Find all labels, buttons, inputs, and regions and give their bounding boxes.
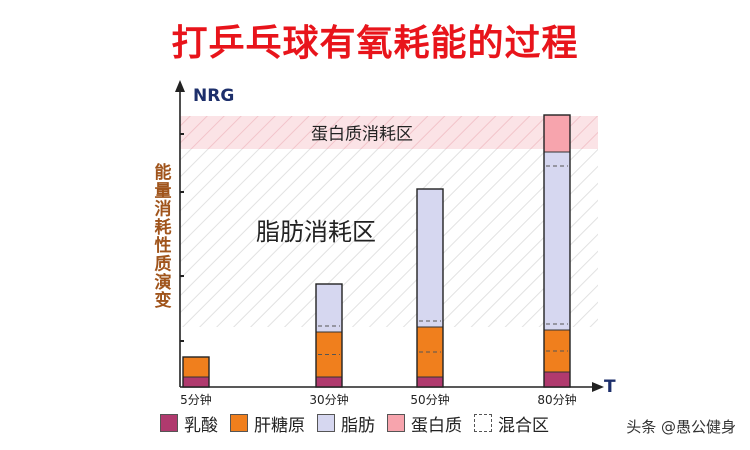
legend-label: 乳酸 — [184, 415, 218, 436]
chart-title: 打乒乓球有氧耗能的过程 — [171, 23, 579, 64]
fat-zone-label: 脂肪消耗区 — [256, 218, 376, 246]
legend-item: 脂肪 — [317, 411, 375, 436]
bar-outline — [543, 114, 571, 388]
legend-item: 混合区 — [474, 411, 549, 436]
legend-swatch — [474, 414, 492, 432]
x-tick-label: 5分钟 — [180, 392, 212, 407]
side-label-char: 量 — [155, 180, 172, 201]
x-axis-label: T — [604, 377, 616, 397]
bar-segment-乳酸 — [315, 376, 343, 388]
x-tick-label: 30分钟 — [309, 392, 348, 407]
legend-swatch — [230, 414, 248, 432]
x-tick-label: 80分钟 — [537, 392, 576, 407]
protein-zone-label: 蛋白质消耗区 — [311, 125, 413, 145]
legend-item: 乳酸 — [160, 411, 218, 436]
legend-item: 蛋白质 — [387, 411, 462, 436]
side-label-char: 能 — [155, 162, 172, 183]
side-label-char: 质 — [155, 255, 172, 275]
y-axis-arrow — [175, 80, 185, 92]
x-axis-arrow — [592, 382, 604, 392]
legend-label: 蛋白质 — [411, 415, 462, 436]
side-label-char: 耗 — [155, 217, 172, 238]
bar-segment-肝糖原 — [182, 356, 210, 378]
bar-segment-脂肪 — [315, 283, 343, 333]
bar-outline — [182, 356, 210, 388]
x-tick-label: 50分钟 — [410, 392, 449, 407]
bar-segment-乳酸 — [182, 376, 210, 388]
bar-segment-脂肪 — [416, 188, 444, 328]
legend-label: 肝糖原 — [254, 415, 305, 436]
bar-segment-蛋白质 — [543, 114, 571, 153]
legend-swatch — [160, 414, 178, 432]
legend: 乳酸 肝糖原 脂肪 蛋白质 混合区 — [160, 411, 549, 436]
bar-segment-乳酸 — [543, 371, 571, 388]
bar-outline — [416, 188, 444, 388]
legend-label: 脂肪 — [341, 415, 375, 436]
legend-label: 混合区 — [498, 415, 549, 436]
y-axis-label: NRG — [193, 86, 234, 106]
bar-segment-乳酸 — [416, 376, 444, 388]
fat-zone — [180, 149, 598, 327]
bar-outline — [315, 283, 343, 388]
bar-segment-脂肪 — [543, 151, 571, 331]
side-label-char: 性 — [155, 235, 172, 256]
side-label-char: 消 — [155, 199, 172, 220]
legend-swatch — [387, 414, 405, 432]
protein-zone — [180, 116, 598, 149]
side-label-char: 演 — [155, 272, 172, 293]
legend-swatch — [317, 414, 335, 432]
side-label-char: 变 — [155, 290, 172, 311]
watermark: 头条 @愚公健身 — [626, 418, 736, 436]
legend-item: 肝糖原 — [230, 411, 305, 436]
